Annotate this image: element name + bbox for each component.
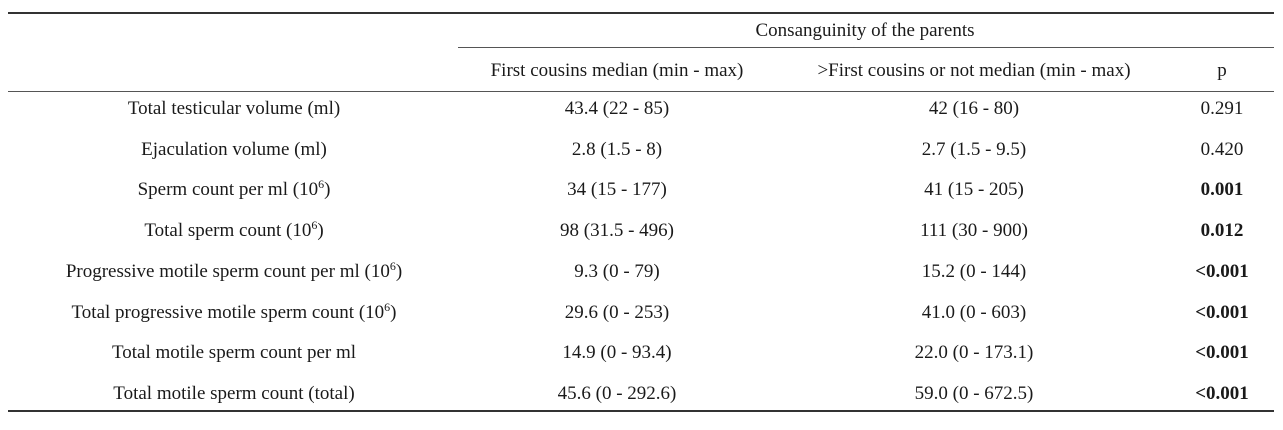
cell-p-value: 0.420	[1200, 138, 1244, 160]
cell-not-first-cousins: 22.0 (0 - 173.1)	[914, 342, 1034, 364]
cell-not-first-cousins: 15.2 (0 - 144)	[921, 260, 1027, 282]
column-header-p: p	[1217, 60, 1227, 81]
cell-p-value: 0.291	[1200, 98, 1244, 119]
row-label-suffix: )	[324, 179, 331, 201]
group-header: Consanguinity of the parents	[755, 20, 975, 41]
cell-p-value: <0.001	[1195, 301, 1249, 323]
cell-first-cousins: 2.8 (1.5 - 8)	[571, 138, 663, 160]
cell-not-first-cousins: 59.0 (0 - 672.5)	[914, 382, 1034, 404]
row-label-suffix: )	[390, 301, 397, 323]
cell-not-first-cousins: 111 (30 - 900)	[920, 220, 1028, 242]
row-label-text: Sperm count per ml (10	[137, 179, 319, 201]
row-label: Total testicular volume (ml)	[128, 98, 340, 120]
row-label-text: Ejaculation volume (ml)	[141, 138, 327, 160]
row-label-suffix: )	[317, 220, 324, 242]
cell-p-value: <0.001	[1195, 382, 1249, 404]
cell-p-value: <0.001	[1195, 260, 1249, 282]
cell-first-cousins: 34 (15 - 177)	[567, 179, 667, 201]
cell-first-cousins: 98 (31.5 - 496)	[560, 220, 674, 242]
row-label-superscript: 6	[384, 299, 391, 314]
cell-first-cousins: 45.6 (0 - 292.6)	[557, 382, 677, 404]
row-label: Progressive motile sperm count per ml (1…	[65, 258, 403, 283]
top-rule	[8, 12, 1274, 14]
row-label-text: Total progressive motile sperm count (10	[71, 301, 385, 323]
row-label: Sperm count per ml (106)	[137, 177, 331, 201]
bottom-rule	[8, 410, 1274, 412]
row-label-text: Total sperm count (10	[144, 220, 312, 242]
row-label: Ejaculation volume (ml)	[141, 139, 327, 161]
row-label: Total motile sperm count (total)	[113, 383, 354, 405]
column-header-not-first-cousins: >First cousins or not median (min - max)	[817, 60, 1131, 81]
row-label-superscript: 6	[311, 218, 318, 233]
header-rule	[8, 91, 1274, 92]
cell-not-first-cousins: 41 (15 - 205)	[924, 179, 1024, 201]
cell-first-cousins: 29.6 (0 - 253)	[564, 301, 670, 323]
column-header-first-cousins: First cousins median (min - max)	[490, 60, 744, 81]
cell-not-first-cousins: 2.7 (1.5 - 9.5)	[921, 138, 1027, 160]
cell-p-value: <0.001	[1195, 342, 1249, 364]
row-label-text: Total testicular volume (ml)	[127, 98, 341, 119]
row-label-suffix: )	[395, 260, 403, 282]
cell-first-cousins: 14.9 (0 - 93.4)	[562, 342, 672, 364]
row-label-text: Progressive motile sperm count per ml (1…	[65, 260, 390, 282]
cell-not-first-cousins: 42 (16 - 80)	[928, 98, 1020, 119]
row-label-text: Total motile sperm count (total)	[113, 382, 355, 404]
row-label: Total sperm count (106)	[144, 218, 324, 242]
group-header-rule	[458, 47, 1274, 48]
cell-p-value: 0.012	[1200, 220, 1244, 242]
cell-p-value: 0.001	[1200, 179, 1244, 201]
row-label-text: Total motile sperm count per ml	[111, 342, 357, 364]
row-label: Total motile sperm count per ml	[112, 342, 356, 364]
cell-first-cousins: 9.3 (0 - 79)	[574, 260, 660, 282]
row-label: Total progressive motile sperm count (10…	[71, 299, 397, 324]
cell-not-first-cousins: 41.0 (0 - 603)	[921, 301, 1027, 323]
row-label-superscript: 6	[389, 258, 396, 273]
cell-first-cousins: 43.4 (22 - 85)	[564, 98, 670, 119]
row-label-superscript: 6	[318, 177, 325, 192]
